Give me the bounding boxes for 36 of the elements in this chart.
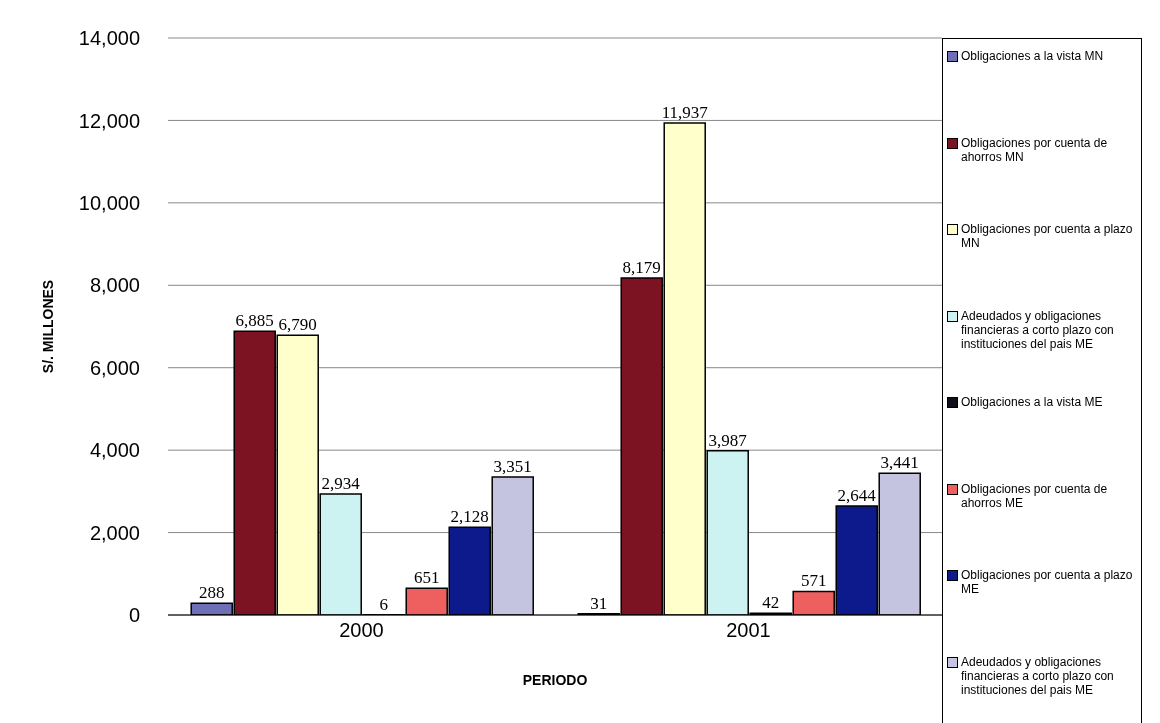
data-label: 651	[413, 568, 440, 588]
legend-label: Adeudados y obligaciones financieras a corto plazo con instituciones del pais ME	[961, 308, 1115, 351]
legend-label: Obligaciones a la vista ME	[961, 395, 1103, 410]
y-tick-label: 4,000	[89, 439, 140, 462]
data-label: 31	[590, 593, 608, 613]
legend-label: Obligaciones por cuenta a plazo ME	[961, 568, 1134, 597]
x-axis-title: PERIODO	[522, 672, 588, 688]
legend-label: Obligaciones a la vista MN	[961, 49, 1104, 63]
y-tick-label: 2,000	[89, 521, 140, 544]
data-label: 2,934	[321, 474, 361, 494]
legend-label: Adeudados y obligaciones financieras a corto plazo con instituciones del pais ME	[961, 654, 1115, 697]
data-label: 3,987	[708, 430, 748, 450]
y-tick-label: 6,000	[89, 356, 140, 379]
data-label: 6,885	[235, 311, 274, 331]
data-label: 571	[800, 571, 827, 591]
data-label: 2,644	[837, 486, 877, 506]
data-label: 3,441	[880, 453, 919, 473]
data-label: 288	[198, 583, 225, 603]
legend-label: Obligaciones por cuenta a plazo MN	[961, 222, 1134, 251]
data-label: 8,179	[622, 257, 661, 277]
y-tick-label: 12,000	[78, 109, 140, 132]
data-label: 3,351	[493, 456, 532, 476]
data-label: 6	[379, 594, 388, 614]
data-label: 2,128	[450, 507, 489, 527]
y-axis-title: S/. MILLONES	[39, 279, 56, 374]
y-tick-label: 8,000	[89, 274, 140, 297]
legend-label: Obligaciones por cuenta de ahorros MN	[961, 135, 1109, 164]
data-label: 42	[762, 593, 780, 613]
y-tick-label: 10,000	[78, 191, 140, 214]
x-tick-label: 2000	[339, 619, 384, 642]
x-tick-label: 2001	[726, 619, 771, 642]
data-label: 6,790	[278, 315, 317, 335]
y-tick-label: 14,000	[78, 27, 140, 50]
legend-label: Obligaciones por cuenta de ahorros ME	[961, 481, 1109, 510]
data-label: 11,937	[661, 103, 709, 123]
y-tick-label: 0	[128, 604, 140, 627]
